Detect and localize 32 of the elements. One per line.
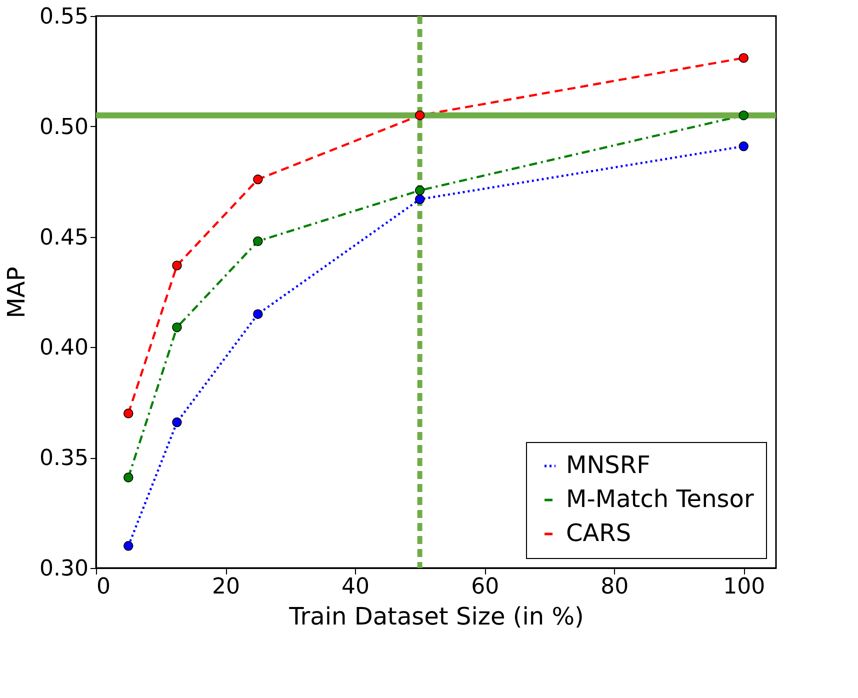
point: [172, 322, 182, 332]
point: [253, 309, 263, 319]
legend-label: M-Match Tensor: [566, 485, 754, 513]
x-tick-label: 20: [212, 574, 240, 600]
x-tick-label: 0: [96, 574, 110, 600]
point: [414, 110, 425, 120]
point: [253, 236, 263, 246]
x-tick-label: 80: [600, 574, 629, 600]
x-tick-label: 60: [471, 574, 500, 600]
legend-label: CARS: [566, 519, 632, 547]
y-tick-label: 0.40: [40, 336, 88, 361]
x-tick-label: 40: [342, 574, 370, 600]
y-tick-label: 0.30: [40, 556, 88, 582]
point: [738, 53, 748, 63]
point: [414, 194, 425, 204]
y-tick-label: 0.35: [40, 446, 88, 472]
y-tick-label: 0.55: [40, 4, 88, 30]
point: [124, 541, 134, 551]
point: [124, 472, 134, 482]
point: [738, 141, 748, 152]
point: [172, 417, 182, 428]
point: [414, 186, 425, 196]
legend-label: MNSRF: [566, 451, 650, 479]
point: [172, 260, 182, 270]
y-axis-title: MAP: [2, 266, 31, 318]
y-tick-label: 0.50: [40, 114, 88, 140]
y-tick-label: 0.45: [40, 225, 88, 250]
point: [738, 110, 748, 120]
point: [124, 408, 134, 418]
point: [253, 174, 263, 184]
x-tick-label: 100: [723, 574, 766, 600]
x-axis-title: Train Dataset Size (in %): [288, 602, 584, 630]
